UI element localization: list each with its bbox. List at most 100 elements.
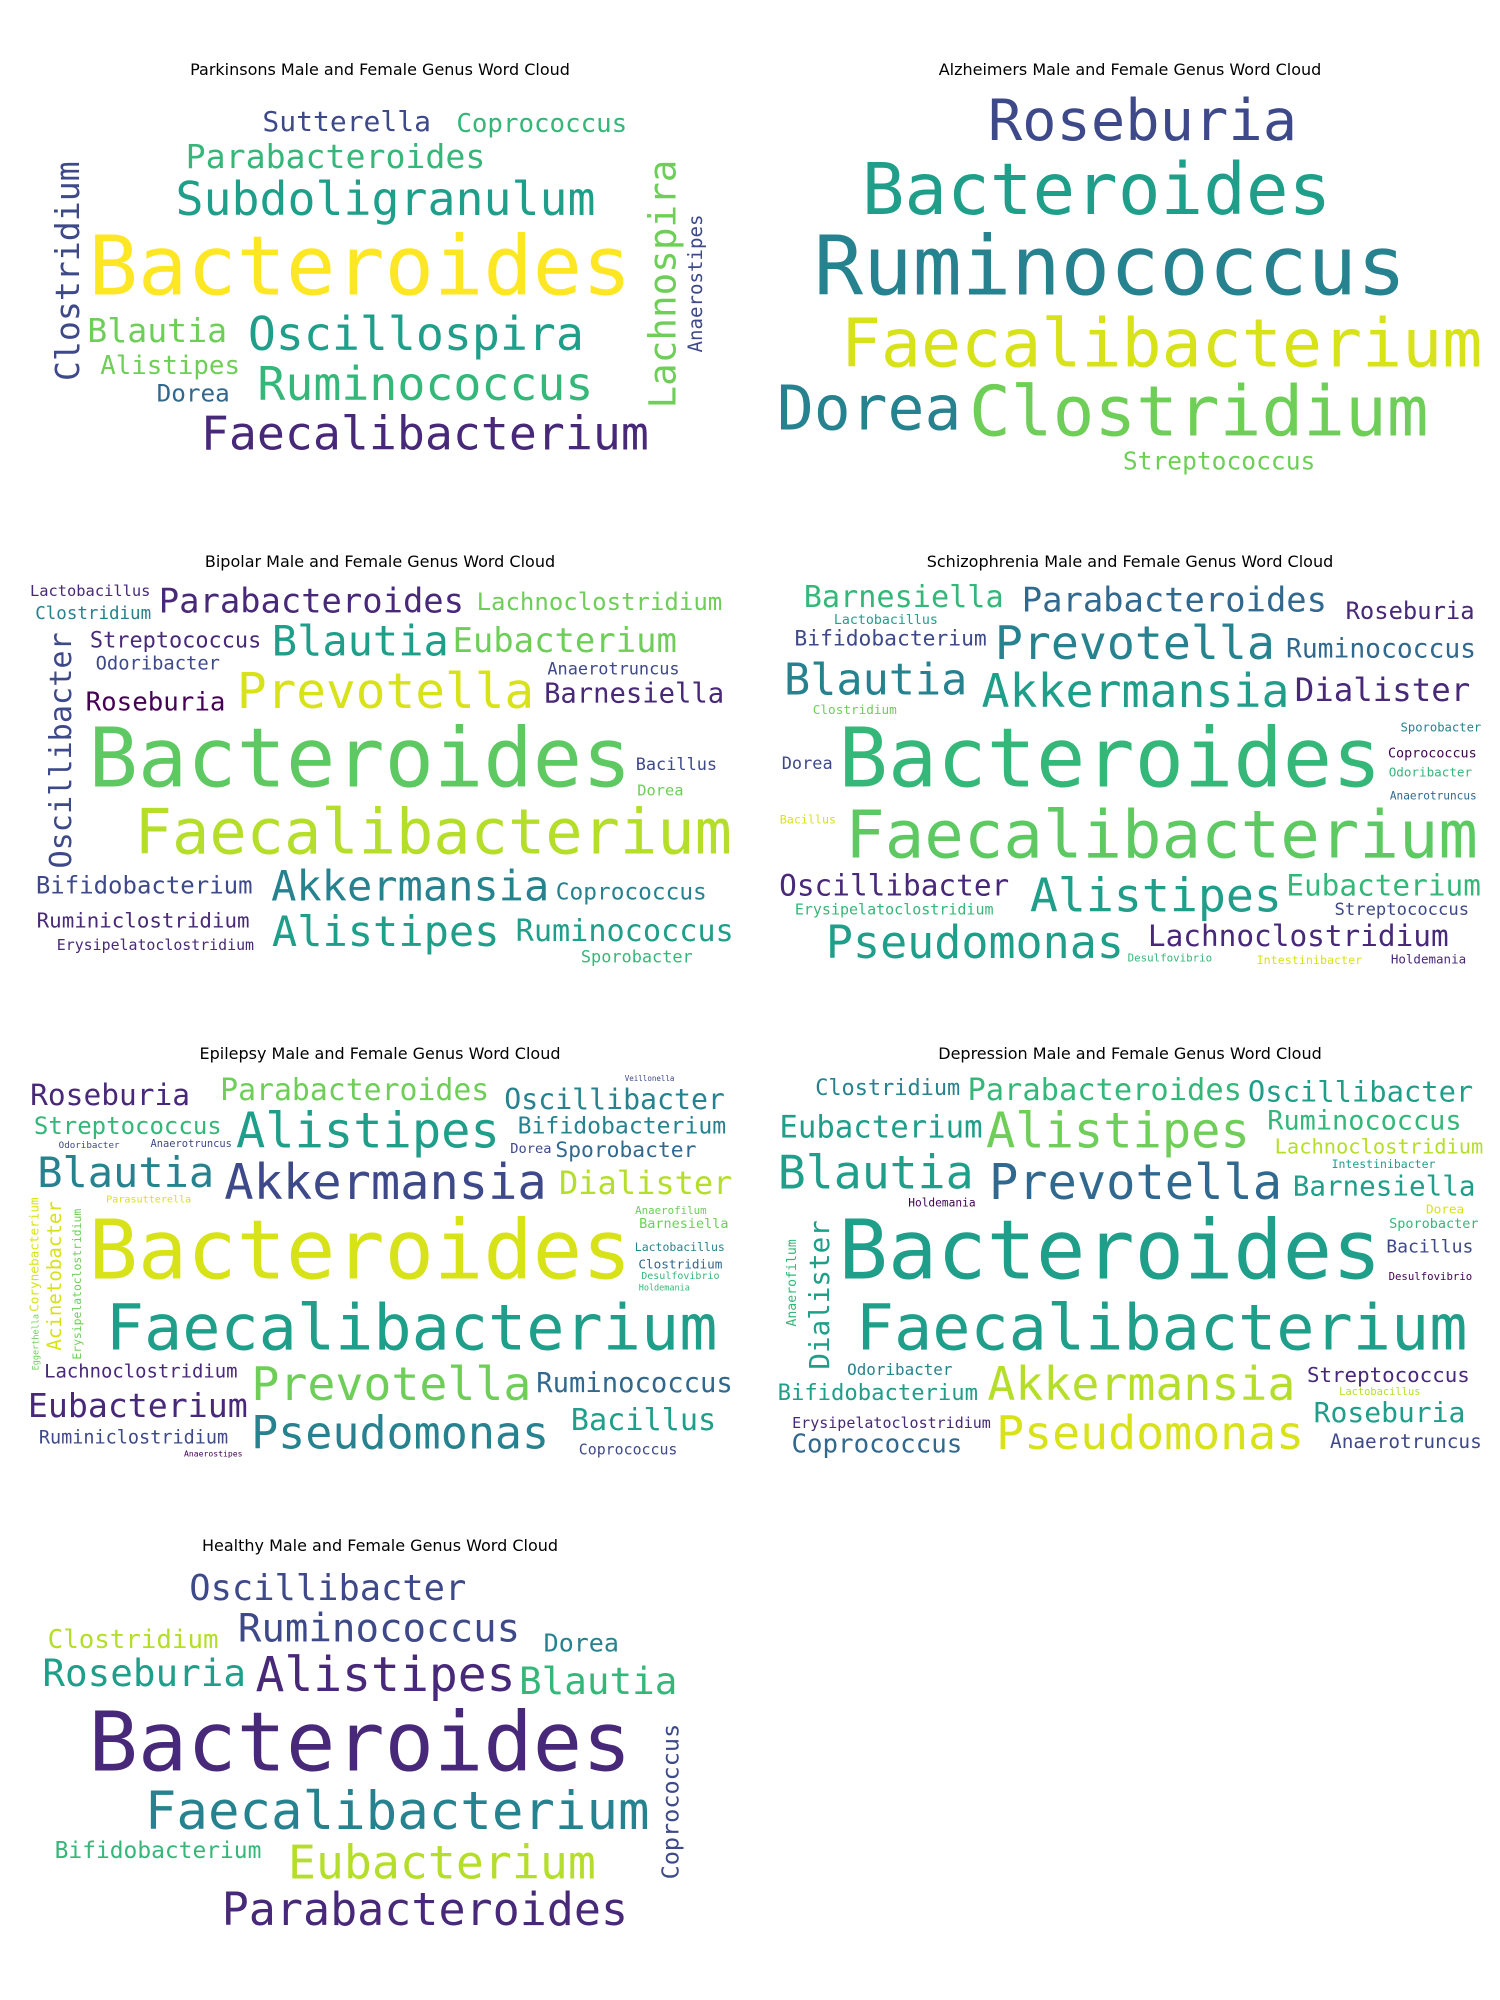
word-blautia: Blautia	[784, 655, 967, 705]
word-bifidobacterium: Bifidobacterium	[36, 872, 253, 900]
word-coprococcus: Coprococcus	[791, 1430, 962, 1460]
word-faecalibacterium: Faecalibacterium	[201, 406, 649, 460]
word-veillonella: Veillonella	[625, 1074, 675, 1083]
word-intestinibacter: Intestinibacter	[1332, 1157, 1436, 1171]
word-streptococcus: Streptococcus	[1335, 900, 1470, 920]
word-dorea: Dorea	[157, 379, 230, 408]
word-bifidobacterium: Bifidobacterium	[778, 1380, 978, 1406]
word-lachnospira: Lachnospira	[640, 160, 684, 409]
word-faecalibacterium: Faecalibacterium	[845, 798, 1478, 874]
word-ruminococcus: Ruminococcus	[536, 1368, 732, 1399]
word-parabacteroides: Parabacteroides	[159, 582, 464, 621]
word-faecalibacterium: Faecalibacterium	[856, 1291, 1468, 1365]
word-alistipes: Alistipes	[236, 1103, 500, 1159]
word-anaerofilum: Anaerofilum	[785, 1239, 800, 1326]
word-bifidobacterium: Bifidobacterium	[794, 627, 986, 652]
word-eubacterium: Eubacterium	[452, 621, 676, 660]
word-odoribacter: Odoribacter	[59, 1140, 120, 1151]
word-oscillospira: Oscillospira	[248, 307, 584, 361]
word-streptococcus: Streptococcus	[1307, 1363, 1470, 1387]
word-parabacteroides: Parabacteroides	[222, 1883, 628, 1936]
word-anaerofilum: Anaerofilum	[635, 1204, 707, 1217]
word-holdemania: Holdemania	[908, 1196, 975, 1209]
panel-parkinsons: Parkinsons Male and Female Genus Word Cl…	[20, 60, 740, 480]
word-bifidobacterium: Bifidobacterium	[518, 1114, 727, 1140]
word-alistipes: Alistipes	[1030, 869, 1282, 923]
word-bacteroides: Bacteroides	[862, 148, 1331, 231]
word-faecalibacterium: Faecalibacterium	[145, 1781, 650, 1842]
word-eubacterium: Eubacterium	[1286, 868, 1481, 902]
word-clostridium: Clostridium	[48, 1625, 219, 1655]
word-anaerostipes: Anaerostipes	[184, 1448, 243, 1458]
panel-alzheimers: Alzheimers Male and Female Genus Word Cl…	[770, 60, 1490, 480]
word-faecalibacterium: Faecalibacterium	[106, 1291, 718, 1365]
word-oscillibacter: Oscillibacter	[504, 1083, 725, 1116]
word-pseudomonas: Pseudomonas	[251, 1407, 549, 1460]
word-dorea: Dorea	[782, 753, 833, 773]
word-holdemania: Holdemania	[639, 1284, 690, 1294]
word-ruminiclostridium: Ruminiclostridium	[37, 908, 250, 932]
word-lactobacillus: Lactobacillus	[834, 613, 938, 628]
word-roseburia: Roseburia	[1346, 597, 1475, 625]
word-bacteroides: Bacteroides	[838, 712, 1381, 807]
word-erysipelatoclostridium: Erysipelatoclostridium	[795, 900, 994, 918]
word-eubacterium: Eubacterium	[779, 1111, 982, 1146]
word-blautia: Blautia	[37, 1148, 214, 1197]
word-holdemania: Holdemania	[1391, 951, 1466, 966]
word-oscillibacter: Oscillibacter	[1248, 1074, 1473, 1108]
panel-title: Depression Male and Female Genus Word Cl…	[938, 1044, 1322, 1063]
word-odoribacter: Odoribacter	[1389, 765, 1473, 780]
word-roseburia: Roseburia	[30, 1078, 190, 1112]
word-ruminococcus: Ruminococcus	[238, 1606, 520, 1651]
word-prevotella: Prevotella	[251, 1357, 531, 1411]
word-anaerotruncus: Anaerotruncus	[1390, 790, 1477, 803]
word-dialister: Dialister	[1295, 671, 1471, 709]
word-parabacteroides: Parabacteroides	[1022, 581, 1327, 620]
word-akkermansia: Akkermansia	[271, 862, 549, 911]
word-clostridium: Clostridium	[48, 161, 87, 381]
word-lachnoclostridium: Lachnoclostridium	[44, 1361, 237, 1383]
word-ruminococcus: Ruminococcus	[1267, 1105, 1461, 1136]
word-desulfovibrio: Desulfovibrio	[641, 1271, 719, 1282]
panel-bipolar: Bipolar Male and Female Genus Word Cloud…	[20, 552, 740, 972]
word-bifidobacterium: Bifidobacterium	[55, 1838, 262, 1864]
word-intestinibacter: Intestinibacter	[1257, 953, 1363, 967]
word-dorea: Dorea	[637, 781, 683, 799]
word-sutterella: Sutterella	[262, 105, 431, 138]
word-akkermansia: Akkermansia	[224, 1155, 546, 1211]
word-ruminococcus: Ruminococcus	[257, 357, 593, 411]
word-barnesiella: Barnesiella	[804, 580, 1004, 615]
word-bacillus: Bacillus	[1386, 1237, 1473, 1258]
word-alistipes: Alistipes	[272, 907, 500, 956]
word-dorea: Dorea	[777, 374, 962, 445]
word-blautia: Blautia	[519, 1659, 677, 1703]
word-barnesiella: Barnesiella	[1293, 1170, 1476, 1203]
word-ruminiclostridium: Ruminiclostridium	[39, 1428, 228, 1449]
panel-healthy: Healthy Male and Female Genus Word Cloud…	[20, 1536, 740, 1956]
word-lactobacillus: Lactobacillus	[635, 1240, 725, 1254]
word-parabacteroides: Parabacteroides	[967, 1073, 1241, 1108]
word-anaerostipes: Anaerostipes	[684, 215, 707, 353]
word-pseudomonas: Pseudomonas	[826, 916, 1124, 969]
word-dorea: Dorea	[544, 1629, 619, 1658]
panel-title: Schizophrenia Male and Female Genus Word…	[926, 552, 1334, 571]
word-bacteroides: Bacteroides	[88, 1204, 631, 1299]
word-oscillibacter: Oscillibacter	[779, 869, 1009, 903]
panel-schizophrenia: Schizophrenia Male and Female Genus Word…	[770, 552, 1490, 972]
word-prevotella: Prevotella	[995, 616, 1275, 670]
word-barnesiella: Barnesiella	[639, 1216, 728, 1232]
word-eggerthella: Eggerthella	[31, 1314, 41, 1370]
word-subdoligranulum: Subdoligranulum	[176, 172, 596, 226]
word-akkermansia: Akkermansia	[987, 1357, 1295, 1411]
word-roseburia: Roseburia	[86, 687, 226, 717]
word-erysipelatoclostridium: Erysipelatoclostridium	[792, 1414, 991, 1432]
panel-title: Bipolar Male and Female Genus Word Cloud	[204, 552, 556, 571]
word-clostridium: Clostridium	[815, 1076, 960, 1101]
word-lachnoclostridium: Lachnoclostridium	[1275, 1135, 1484, 1159]
word-bacteroides: Bacteroides	[88, 220, 631, 315]
word-eubacterium: Eubacterium	[288, 1835, 596, 1889]
